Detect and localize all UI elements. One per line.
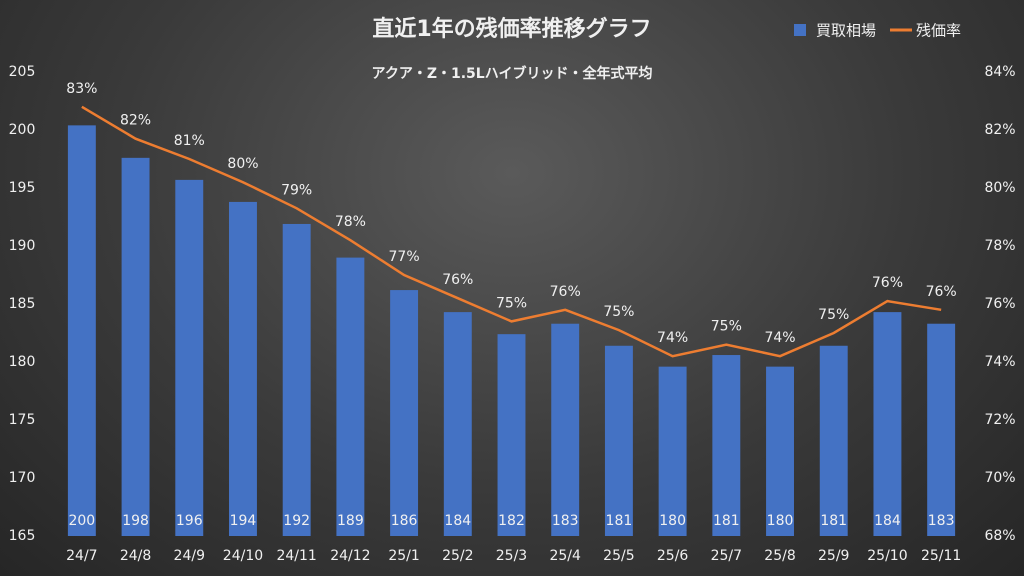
bar [497,334,526,536]
bar-value-label: 183 [552,513,579,529]
x-tick-label: 25/11 [921,548,961,564]
bar-value-label: 192 [283,513,310,529]
y-tick-label: 165 [9,528,36,544]
y2-tick-label: 80% [984,180,1015,196]
bar [604,345,633,536]
x-tick-label: 25/7 [711,548,742,564]
bar [390,290,419,536]
y2-tick-label: 74% [984,354,1015,370]
chart-title: 直近1年の残価率推移グラフ [372,16,651,42]
bar-value-label: 200 [68,513,95,529]
line-value-label: 76% [442,272,473,288]
x-tick-label: 25/10 [867,548,907,564]
legend-label: 買取相場 [816,22,876,40]
y2-tick-label: 68% [984,528,1015,544]
x-tick-label: 25/4 [549,548,581,564]
line-value-label: 83% [66,81,97,97]
bar [927,323,956,536]
y-tick-label: 200 [9,122,36,138]
y2-tick-label: 72% [984,412,1015,428]
x-tick-label: 25/3 [496,548,527,564]
line-value-label: 75% [818,307,849,323]
x-tick-label: 25/8 [764,548,795,564]
line-value-label: 80% [227,156,258,172]
line-value-label: 75% [496,295,527,311]
bar [121,157,150,536]
x-tick-label: 25/2 [442,548,473,564]
bar-value-label: 180 [767,513,794,529]
line-value-label: 75% [603,304,634,320]
bar [819,345,848,536]
x-tick-label: 24/9 [174,548,205,564]
y-tick-label: 195 [9,180,36,196]
y-tick-label: 185 [9,296,36,312]
bar-value-label: 186 [391,513,418,529]
y2-tick-label: 82% [984,122,1015,138]
line-value-label: 82% [120,113,151,129]
bar [443,312,472,536]
line-value-label: 77% [389,249,420,265]
legend-swatch [794,24,806,36]
x-tick-label: 24/11 [276,548,316,564]
line-value-label: 76% [926,284,957,300]
x-tick-label: 24/8 [120,548,151,564]
x-tick-label: 25/1 [388,548,419,564]
bar [873,312,902,536]
bar [658,366,687,536]
bar-value-label: 181 [606,513,633,529]
bar [712,355,741,536]
line-value-label: 74% [657,330,688,346]
bar [175,179,204,536]
chart-subtitle: アクア・Z・1.5Lハイブリッド・全年式平均 [372,65,653,82]
line [81,105,942,358]
bar-value-label: 181 [820,513,847,529]
line-value-label: 74% [764,330,795,346]
x-tick-label: 25/9 [818,548,849,564]
line-value-label: 76% [550,284,581,300]
bar-value-label: 194 [230,513,257,529]
bar-value-label: 184 [874,513,901,529]
bar-value-label: 181 [713,513,740,529]
y-tick-label: 180 [9,354,36,370]
bar [336,257,365,536]
x-tick-label: 25/6 [657,548,689,564]
y2-tick-label: 78% [984,238,1015,254]
y2-tick-label: 84% [984,64,1015,80]
y-tick-label: 205 [9,64,36,80]
bar [766,366,794,536]
line-value-label: 76% [872,275,903,291]
line-value-label: 79% [281,182,312,198]
bar-value-label: 189 [337,513,364,529]
y-tick-label: 175 [9,412,36,428]
y-tick-label: 190 [9,238,36,254]
line-value-label: 75% [711,319,742,335]
bar [551,323,580,536]
bar-value-label: 184 [444,513,471,529]
x-tick-label: 24/10 [223,548,263,564]
bar-value-label: 183 [928,513,955,529]
bar-value-label: 196 [176,513,203,529]
y2-tick-label: 70% [984,470,1015,486]
bar [67,125,96,537]
bar-value-label: 198 [122,513,149,529]
legend-label: 残価率 [916,22,961,40]
x-tick-label: 24/7 [66,548,97,564]
x-tick-label: 25/5 [603,548,634,564]
y2-tick-label: 76% [984,296,1015,312]
line-value-label: 78% [335,214,366,230]
bar [229,201,257,537]
bar-value-label: 182 [498,513,525,529]
bar [282,223,311,536]
bar-value-label: 180 [659,513,686,529]
line-value-label: 81% [174,133,205,149]
x-tick-label: 24/12 [330,548,370,564]
y-tick-label: 170 [9,470,36,486]
